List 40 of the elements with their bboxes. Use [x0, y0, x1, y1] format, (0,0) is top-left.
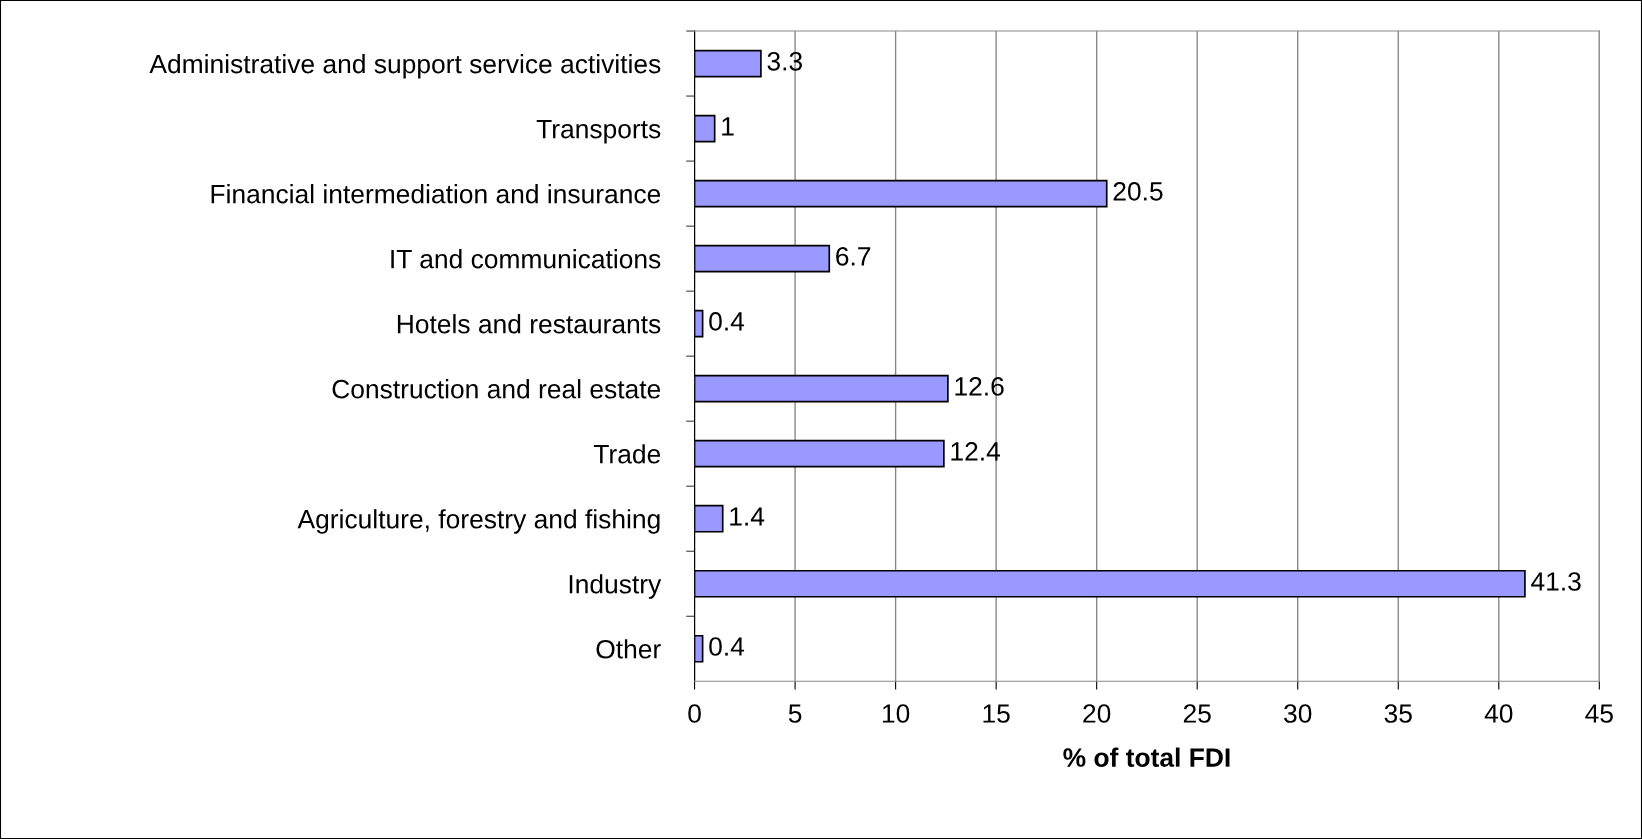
x-tick-label: 35	[1384, 704, 1412, 723]
x-tick-label: 20	[1083, 704, 1111, 723]
bar	[694, 634, 704, 663]
x-tick-label: 15	[983, 704, 1010, 723]
bar	[694, 244, 831, 273]
x-tick-label: 10	[882, 704, 910, 723]
data-label: 3.3	[767, 51, 802, 71]
y-tick-label: IT and communications	[391, 249, 661, 269]
y-tick-label: Financial intermediation and insurance	[211, 184, 661, 204]
data-label: 12.4	[951, 442, 1001, 461]
y-tick-label: Other	[596, 639, 661, 659]
data-label: 41.3	[1531, 572, 1581, 591]
data-label: 1	[722, 117, 734, 136]
bar	[694, 439, 945, 468]
y-tick-label: Trade	[593, 444, 661, 464]
y-tick-label: Hotels and restaurants	[397, 314, 661, 334]
x-tick-label: 45	[1585, 704, 1613, 723]
data-label: 20.5	[1113, 182, 1163, 201]
x-axis-title: % of total FDI	[1063, 747, 1230, 767]
data-label: 0.4	[709, 312, 745, 331]
y-tick-label: Construction and real estate	[332, 379, 661, 399]
x-tick-label: 0	[688, 704, 701, 723]
bar	[694, 49, 762, 78]
y-tick-label: Agriculture, forestry and fishing	[297, 509, 660, 534]
x-tick-label: 25	[1183, 704, 1211, 723]
x-tick-label: 5	[788, 704, 802, 723]
bar	[694, 179, 1108, 208]
data-label: 1.4	[730, 507, 765, 526]
y-tick-label: Administrative and support service activities	[149, 53, 661, 79]
x-tick-label: 30	[1284, 704, 1312, 723]
x-tick-label: 40	[1484, 704, 1513, 723]
bar	[694, 114, 716, 143]
y-tick-label: Industry	[569, 574, 662, 599]
bar	[694, 504, 724, 533]
data-label: 6.7	[836, 247, 871, 266]
y-tick-label: Transports	[536, 119, 661, 144]
data-label: 12.6	[955, 377, 1004, 396]
bar	[694, 374, 949, 403]
bar	[694, 569, 1526, 598]
data-label: 0.4	[709, 637, 745, 656]
